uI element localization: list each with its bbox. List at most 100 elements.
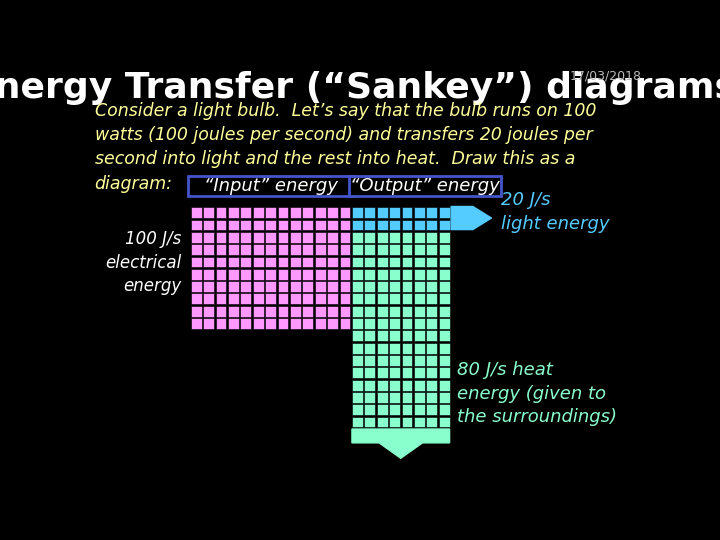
Bar xyxy=(302,281,313,292)
Bar xyxy=(228,269,239,280)
Bar xyxy=(402,207,413,218)
Bar xyxy=(438,417,449,428)
Bar xyxy=(228,256,239,267)
Bar xyxy=(253,232,264,242)
Bar xyxy=(290,244,301,255)
Bar xyxy=(426,380,437,390)
Bar xyxy=(290,256,301,267)
Bar xyxy=(352,244,363,255)
Bar xyxy=(215,220,226,231)
Bar xyxy=(277,293,289,304)
FancyBboxPatch shape xyxy=(188,177,354,197)
Bar xyxy=(340,293,351,304)
Bar xyxy=(340,207,351,218)
Bar xyxy=(377,367,387,378)
Bar xyxy=(377,281,387,292)
Bar xyxy=(352,306,363,316)
Bar xyxy=(203,318,214,329)
Bar xyxy=(253,244,264,255)
Bar xyxy=(389,330,400,341)
Bar xyxy=(302,293,313,304)
Bar xyxy=(364,417,375,428)
Bar xyxy=(377,392,387,403)
Bar xyxy=(426,306,437,316)
Bar xyxy=(438,318,449,329)
Bar xyxy=(327,293,338,304)
Bar xyxy=(352,380,363,390)
Bar xyxy=(364,355,375,366)
Bar xyxy=(265,306,276,316)
Polygon shape xyxy=(352,429,449,458)
Bar xyxy=(438,392,449,403)
Bar xyxy=(364,367,375,378)
Bar xyxy=(364,343,375,354)
Bar xyxy=(277,232,289,242)
Bar xyxy=(438,256,449,267)
Bar xyxy=(364,293,375,304)
Bar xyxy=(290,220,301,231)
Bar xyxy=(426,404,437,415)
Text: 100 J/s
electrical
energy: 100 J/s electrical energy xyxy=(105,230,181,295)
Bar xyxy=(327,269,338,280)
Bar xyxy=(240,293,251,304)
Bar xyxy=(426,330,437,341)
Text: Energy Transfer (“Sankey”) diagrams: Energy Transfer (“Sankey”) diagrams xyxy=(0,71,720,105)
Bar xyxy=(364,392,375,403)
Bar xyxy=(389,367,400,378)
Bar xyxy=(203,207,214,218)
Bar xyxy=(253,207,264,218)
Bar xyxy=(277,207,289,218)
Bar xyxy=(315,306,325,316)
Bar xyxy=(253,306,264,316)
Bar xyxy=(191,269,202,280)
Bar xyxy=(228,318,239,329)
Bar xyxy=(215,306,226,316)
Bar xyxy=(414,404,425,415)
Bar xyxy=(352,207,363,218)
Bar xyxy=(352,293,363,304)
Bar xyxy=(389,232,400,242)
Bar xyxy=(228,232,239,242)
Bar xyxy=(426,281,437,292)
Bar xyxy=(327,306,338,316)
Bar xyxy=(327,256,338,267)
Bar xyxy=(377,380,387,390)
Bar xyxy=(340,220,351,231)
Bar xyxy=(389,220,400,231)
Bar xyxy=(191,293,202,304)
Bar xyxy=(203,232,214,242)
Bar xyxy=(414,220,425,231)
Bar xyxy=(438,232,449,242)
Bar xyxy=(215,269,226,280)
Bar xyxy=(438,367,449,378)
Bar xyxy=(426,318,437,329)
Bar xyxy=(364,306,375,316)
Bar xyxy=(389,269,400,280)
Bar xyxy=(414,256,425,267)
Bar xyxy=(290,281,301,292)
Bar xyxy=(277,269,289,280)
Bar xyxy=(414,343,425,354)
Bar xyxy=(253,256,264,267)
Bar xyxy=(265,281,276,292)
Bar xyxy=(315,207,325,218)
Bar xyxy=(352,367,363,378)
Bar xyxy=(327,207,338,218)
Bar xyxy=(277,244,289,255)
Bar xyxy=(364,318,375,329)
Bar xyxy=(265,269,276,280)
Bar xyxy=(402,330,413,341)
Bar xyxy=(302,306,313,316)
Bar xyxy=(389,343,400,354)
Bar xyxy=(327,232,338,242)
Bar xyxy=(377,417,387,428)
Bar xyxy=(215,232,226,242)
Bar xyxy=(377,244,387,255)
Bar xyxy=(277,220,289,231)
Bar xyxy=(352,318,363,329)
Bar xyxy=(240,256,251,267)
Bar xyxy=(315,269,325,280)
Bar xyxy=(315,220,325,231)
Bar xyxy=(327,318,338,329)
Bar xyxy=(364,232,375,242)
